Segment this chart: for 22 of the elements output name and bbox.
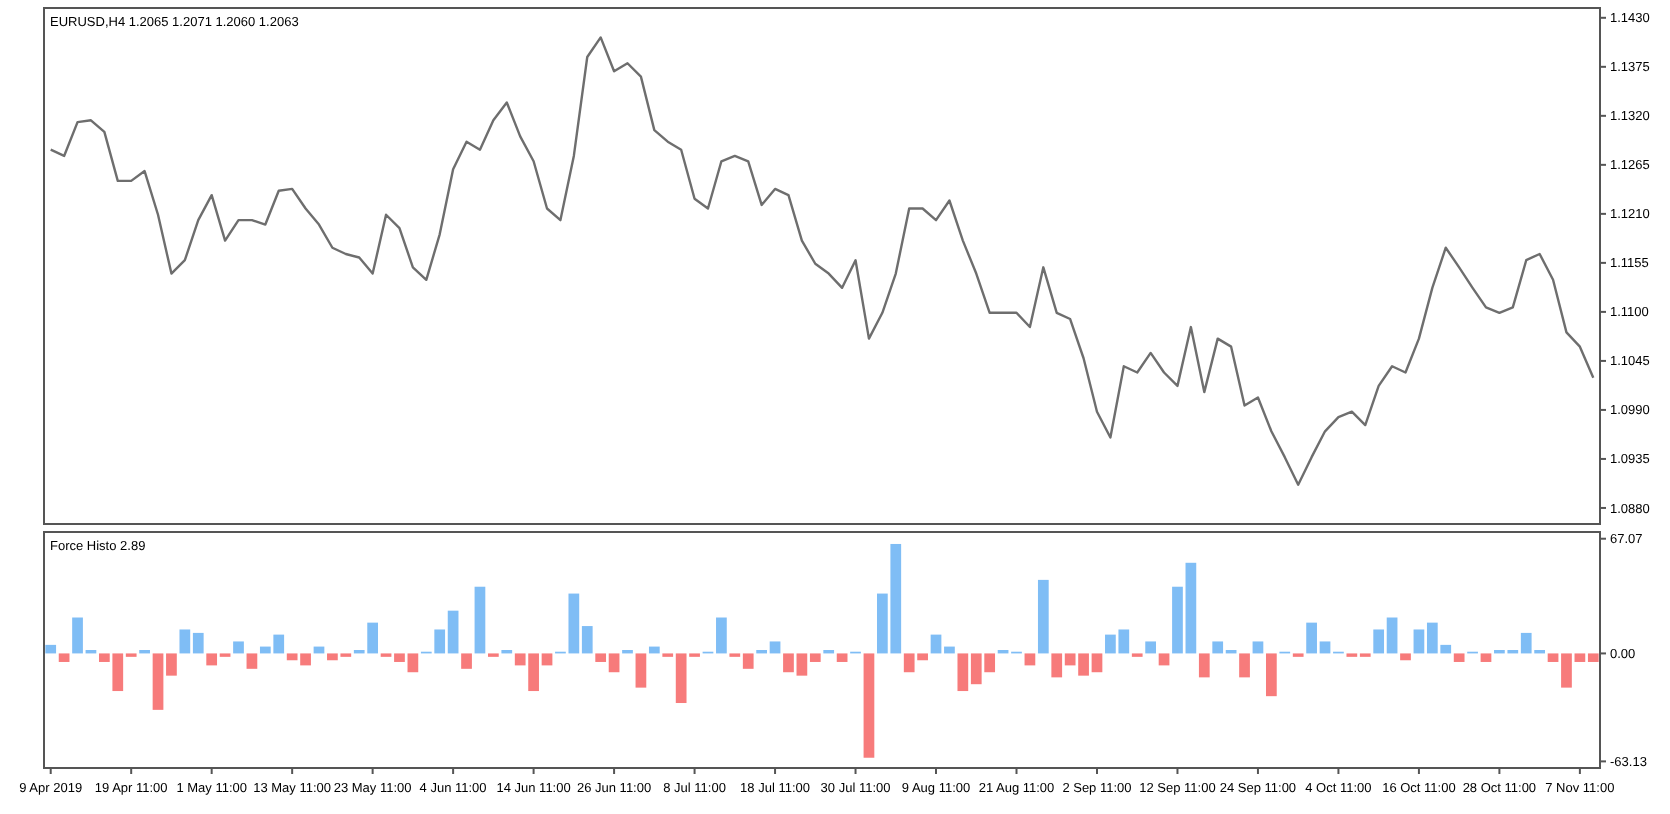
bar: [648, 646, 660, 654]
bar: [1480, 653, 1492, 662]
bar: [1198, 653, 1210, 678]
bar: [1252, 641, 1264, 654]
bar: [246, 653, 258, 669]
bar: [1037, 579, 1049, 654]
bar: [474, 586, 486, 654]
bar: [836, 653, 848, 662]
bar: [863, 653, 875, 758]
bar: [58, 653, 70, 662]
line-series: [49, 36, 1595, 486]
bar: [1145, 641, 1156, 654]
bar: [635, 653, 647, 688]
bar: [1024, 653, 1036, 666]
bar: [461, 653, 472, 669]
bar: [233, 641, 244, 654]
bar: [1158, 653, 1170, 666]
bar: [1239, 653, 1250, 678]
bar: [1400, 653, 1411, 661]
bar: [1266, 653, 1277, 697]
bar: [1453, 653, 1465, 662]
bar: [45, 644, 57, 654]
